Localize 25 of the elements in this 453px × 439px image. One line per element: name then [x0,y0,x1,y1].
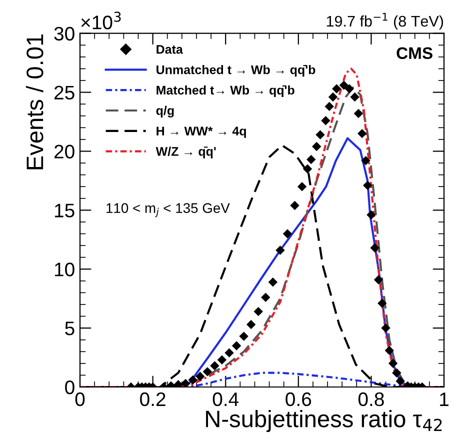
text: 19.7 fb$^{−1}$ (8 TeV) [326,12,444,30]
legend-label: Unmatched t → Wb → qq̄'b [156,65,316,77]
text: ×10$^{3}$ [81,12,121,30]
legend-label: H → WW* → 4q [156,126,246,138]
legend-label: Data [156,45,183,54]
x-tick-label: 0 [75,392,85,406]
y-tick-label: 25 [54,86,74,100]
annotation: CMS [396,47,432,60]
x-axis-title: N-subjettiness ratio τ$_{42}$ [206,410,442,432]
x-tick-label: 0.8 [358,392,384,406]
x-tick-label: 0.4 [212,392,239,406]
y-tick-label: 0 [65,380,74,394]
legend-label: W/Z → q̄q' [156,146,216,158]
x-tick-label: 0.2 [140,392,166,406]
y-tick-label: 10 [54,262,74,276]
y-tick-label: 5 [65,322,74,336]
x-tick-label: 0.6 [286,392,312,406]
annotation: 110 < m$_{j}$ < 135 GeV [106,203,230,218]
y-tick-label: 15 [54,204,74,218]
y-axis-title: Events / 0.01 [26,34,44,170]
y-tick-label: 20 [54,144,74,158]
legend-label: Matched t→ Wb → qq̄'b [156,85,294,98]
x-tick-label: 1 [440,392,448,406]
legend-label: q/g [156,106,174,118]
y-tick-label: 30 [54,26,74,41]
